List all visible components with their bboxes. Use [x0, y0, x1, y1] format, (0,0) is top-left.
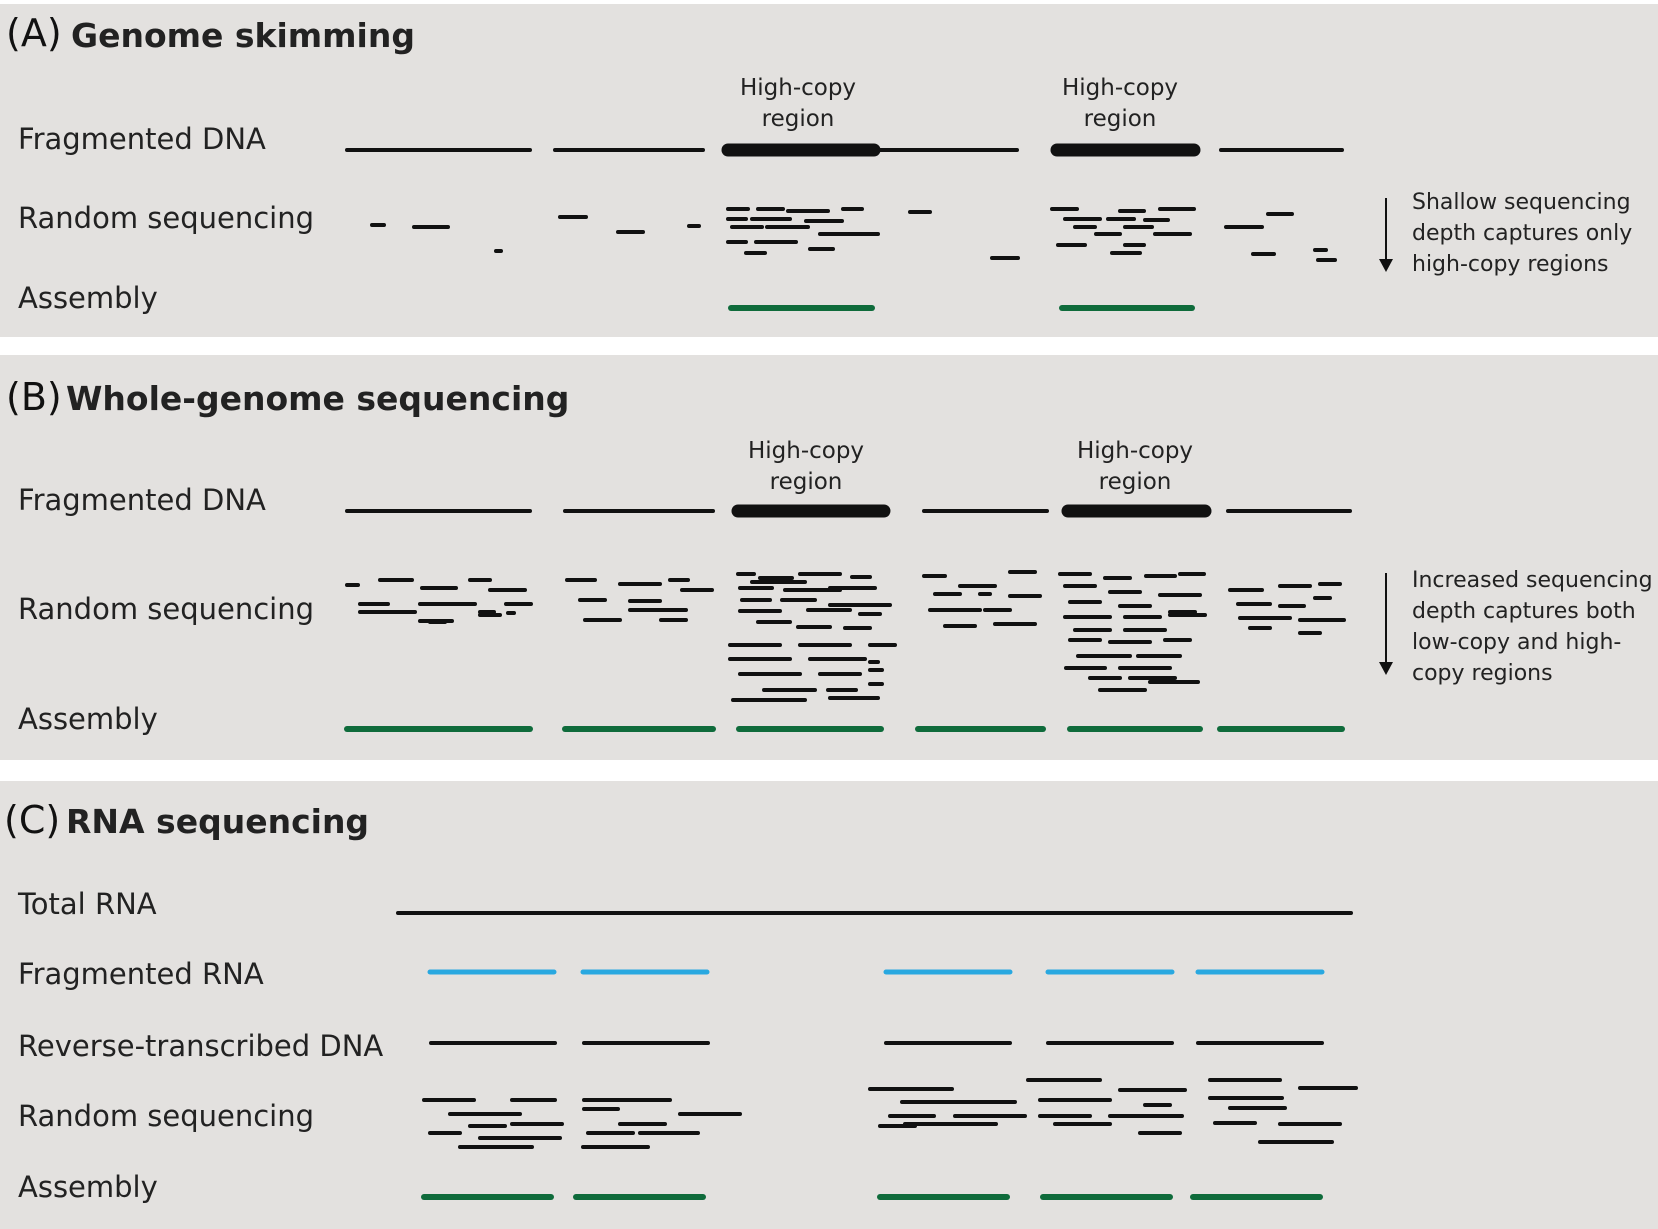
panel-c-background [0, 781, 1658, 1229]
panel-b-row-random-sequencing: Random sequencing [18, 592, 314, 626]
panel-b-note-line4: copy regions [1412, 661, 1553, 686]
panel-c-title: RNA sequencing [66, 802, 369, 841]
panel-a-letter: (A) [6, 11, 62, 55]
panel-c-row-assembly: Assembly [18, 1170, 158, 1204]
panel-a-row-assembly: Assembly [18, 281, 158, 315]
segments-layer [344, 143, 1358, 1200]
panel-b-row-assembly: Assembly [18, 702, 158, 736]
panel-b-background [0, 355, 1658, 760]
panel-a-background [0, 4, 1658, 337]
panel-c-letter: (C) [4, 798, 60, 842]
panel-b-note-line2: depth captures both [1412, 599, 1636, 624]
panel-a-title: Genome skimming [71, 16, 415, 55]
panel-b-high-copy-label-1-line2: region [770, 469, 843, 495]
panel-a-high-copy-label-2-line1: High-copy [1062, 75, 1178, 101]
panel-c-row-fragmented-rna: Fragmented RNA [18, 957, 264, 991]
panel-a-note-line2: depth captures only [1412, 221, 1632, 246]
panel-b-high-copy-label-2-line2: region [1099, 469, 1172, 495]
panel-a-high-copy-label-2-line2: region [1084, 106, 1157, 132]
panel-b-high-copy-label-1-line1: High-copy [748, 438, 864, 464]
panel-a-row-fragmented-dna: Fragmented DNA [18, 122, 266, 156]
panel-a-high-copy-label-1-line2: region [762, 106, 835, 132]
panel-a-note-line3: high-copy regions [1412, 252, 1608, 277]
panel-c-row-random-sequencing: Random sequencing [18, 1099, 314, 1133]
panel-a-down-arrow [1379, 198, 1393, 272]
panel-b-title: Whole-genome sequencing [66, 379, 569, 418]
panel-b-high-copy-label-2-line1: High-copy [1077, 438, 1193, 464]
panel-b-row-fragmented-dna: Fragmented DNA [18, 483, 266, 517]
panel-b-note-line3: low-copy and high- [1412, 630, 1621, 655]
panel-b-down-arrow [1379, 573, 1393, 675]
panel-a-high-copy-label-1-line1: High-copy [740, 75, 856, 101]
panel-b-note-line1: Increased sequencing [1412, 568, 1653, 593]
panel-a-row-random-sequencing: Random sequencing [18, 201, 314, 235]
panel-c-row-reverse-transcribed-dna: Reverse-transcribed DNA [18, 1029, 383, 1063]
panel-c-row-total-rna: Total RNA [17, 887, 157, 921]
panel-a-note-line1: Shallow sequencing [1412, 190, 1631, 215]
panel-b-letter: (B) [6, 375, 62, 419]
